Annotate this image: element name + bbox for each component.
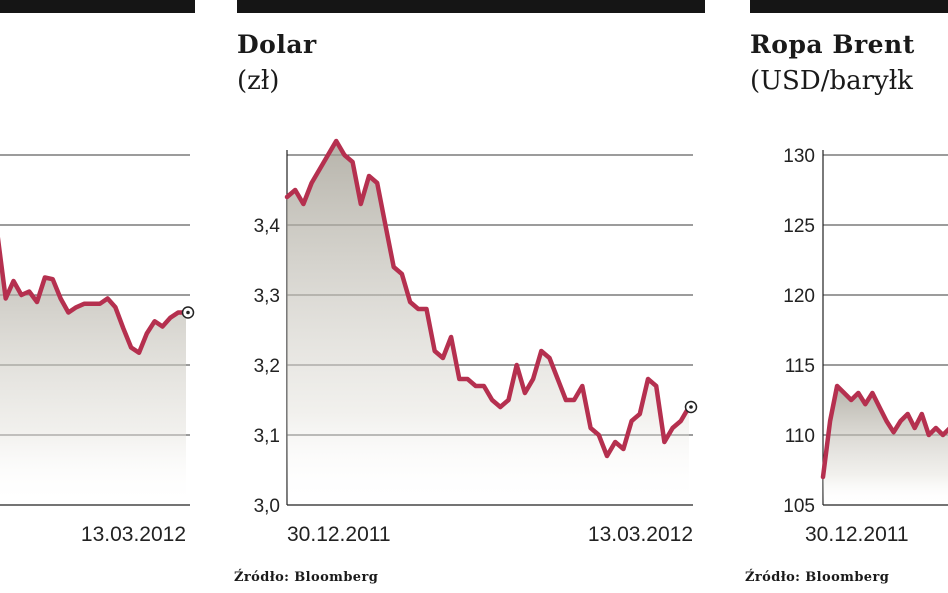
dolar-chart: 3,0 3,1 3,2 3,3 3,4 30.12.2011 13.03.2012 bbox=[254, 138, 698, 546]
chart-panel-brent: Ropa Brent (USD/baryłk 105 110 115 120 125 13… bbox=[745, 0, 948, 593]
y-tick-label: 3,3 bbox=[254, 286, 280, 307]
chart-unit-dolar: (zł) bbox=[237, 66, 280, 96]
end-marker-dot bbox=[689, 405, 693, 409]
y-tick-label: 110 bbox=[785, 426, 815, 447]
series-line bbox=[820, 383, 948, 480]
end-marker-dot bbox=[186, 310, 190, 315]
y-tick-label: 3,1 bbox=[254, 426, 280, 447]
y-tick-label: 115 bbox=[785, 356, 815, 377]
source-note-brent: Źródło: Bloomberg bbox=[745, 570, 890, 585]
panel-dolar-top-bar bbox=[237, 0, 705, 13]
chart-unit-brent: (USD/baryłk bbox=[750, 66, 913, 96]
y-tick-label: 120 bbox=[783, 286, 815, 307]
y-tick-label: 105 bbox=[783, 496, 815, 517]
chart-panel-1: 13.03.2012 bbox=[0, 0, 200, 593]
chart-panel-dolar: Dolar (zł) 3,0 3,1 3,2 3,3 3,4 30.12.2011 13.0… bbox=[230, 0, 710, 593]
y-tick-label: 125 bbox=[783, 216, 815, 237]
chart-title-brent: Ropa Brent bbox=[750, 30, 915, 59]
series-line bbox=[284, 138, 692, 459]
series-area bbox=[823, 386, 948, 505]
y-tick-label: 3,4 bbox=[254, 216, 281, 237]
x-date-label: 30.12.2011 bbox=[805, 523, 909, 546]
chart-title-dolar: Dolar bbox=[237, 30, 317, 59]
x-date-label: 13.03.2012 bbox=[81, 523, 186, 546]
panel-1-top-bar bbox=[0, 0, 195, 13]
panel-brent-top-bar bbox=[750, 0, 948, 13]
y-tick-label: 3,0 bbox=[254, 496, 280, 517]
x-date-label: 30.12.2011 bbox=[287, 523, 391, 546]
y-tick-label: 130 bbox=[783, 146, 815, 167]
series-line bbox=[0, 236, 189, 356]
source-note-dolar: Źródło: Bloomberg bbox=[234, 570, 379, 585]
panel-1-chart: 13.03.2012 bbox=[0, 154, 195, 546]
y-tick-label: 3,2 bbox=[254, 356, 280, 377]
series-area bbox=[0, 254, 186, 505]
x-date-label: 13.03.2012 bbox=[588, 523, 693, 546]
series-area bbox=[287, 141, 689, 505]
brent-chart: 105 110 115 120 125 130 30.12.2011 bbox=[783, 146, 948, 546]
